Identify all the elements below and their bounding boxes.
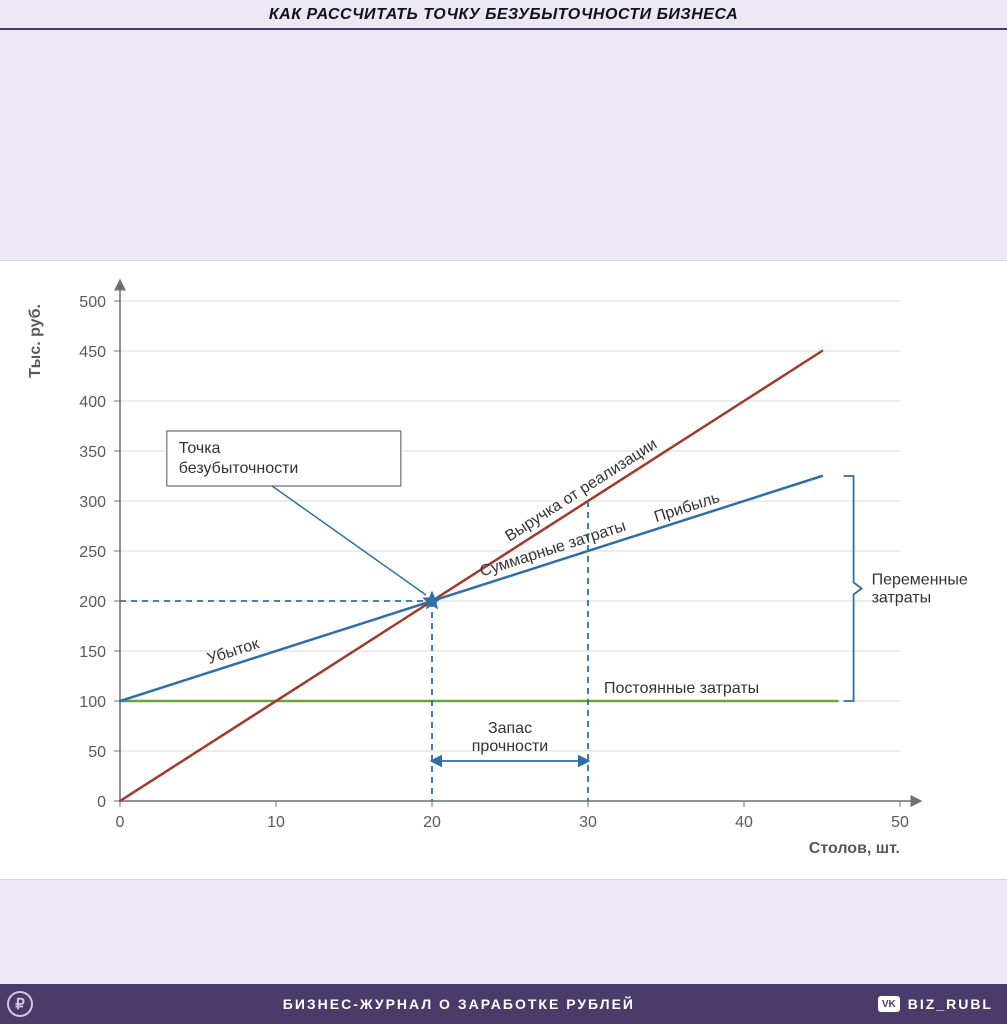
svg-text:250: 250	[79, 544, 106, 561]
footer-tag: VK BIZ_RUBL	[878, 996, 1007, 1012]
svg-text:500: 500	[79, 294, 106, 311]
ruble-icon: ₽	[0, 991, 40, 1017]
svg-text:40: 40	[735, 814, 753, 831]
footer-bar: ₽ БИЗНЕС-ЖУРНАЛ О ЗАРАБОТКЕ РУБЛЕЙ VK BI…	[0, 984, 1007, 1024]
svg-text:0: 0	[97, 794, 106, 811]
svg-text:20: 20	[423, 814, 441, 831]
svg-text:400: 400	[79, 394, 106, 411]
footer-handle: BIZ_RUBL	[908, 996, 993, 1012]
svg-text:100: 100	[79, 694, 106, 711]
svg-text:0: 0	[116, 814, 125, 831]
x-axis-label: Столов, шт.	[809, 840, 900, 857]
svg-text:150: 150	[79, 644, 106, 661]
page-title: КАК РАССЧИТАТЬ ТОЧКУ БЕЗУБЫТОЧНОСТИ БИЗН…	[0, 0, 1007, 28]
svg-text:Тыс. руб.: Тыс. руб.	[27, 304, 44, 378]
svg-text:Суммарные затраты: Суммарные затраты	[478, 518, 628, 581]
svg-text:Запаспрочности: Запаспрочности	[472, 720, 548, 755]
svg-text:10: 10	[267, 814, 285, 831]
breakeven-chart-panel: 0102030405005010015020025030035040045050…	[0, 260, 1007, 880]
svg-text:Постоянные затраты: Постоянные затраты	[604, 680, 759, 697]
svg-text:350: 350	[79, 444, 106, 461]
svg-text:Выручка от реализации: Выручка от реализации	[502, 436, 660, 546]
vk-icon: VK	[878, 996, 900, 1012]
svg-text:30: 30	[579, 814, 597, 831]
svg-text:50: 50	[891, 814, 909, 831]
title-text: КАК РАССЧИТАТЬ ТОЧКУ БЕЗУБЫТОЧНОСТИ БИЗН…	[269, 6, 738, 23]
footer-center-text: БИЗНЕС-ЖУРНАЛ О ЗАРАБОТКЕ РУБЛЕЙ	[40, 996, 878, 1012]
header-divider	[0, 28, 1007, 30]
svg-text:450: 450	[79, 344, 106, 361]
svg-text:200: 200	[79, 594, 106, 611]
svg-text:300: 300	[79, 494, 106, 511]
svg-text:Переменныезатраты: Переменныезатраты	[872, 572, 968, 607]
breakeven-chart: 0102030405005010015020025030035040045050…	[0, 261, 1007, 881]
svg-text:Убыток: Убыток	[205, 635, 262, 668]
svg-text:50: 50	[88, 744, 106, 761]
